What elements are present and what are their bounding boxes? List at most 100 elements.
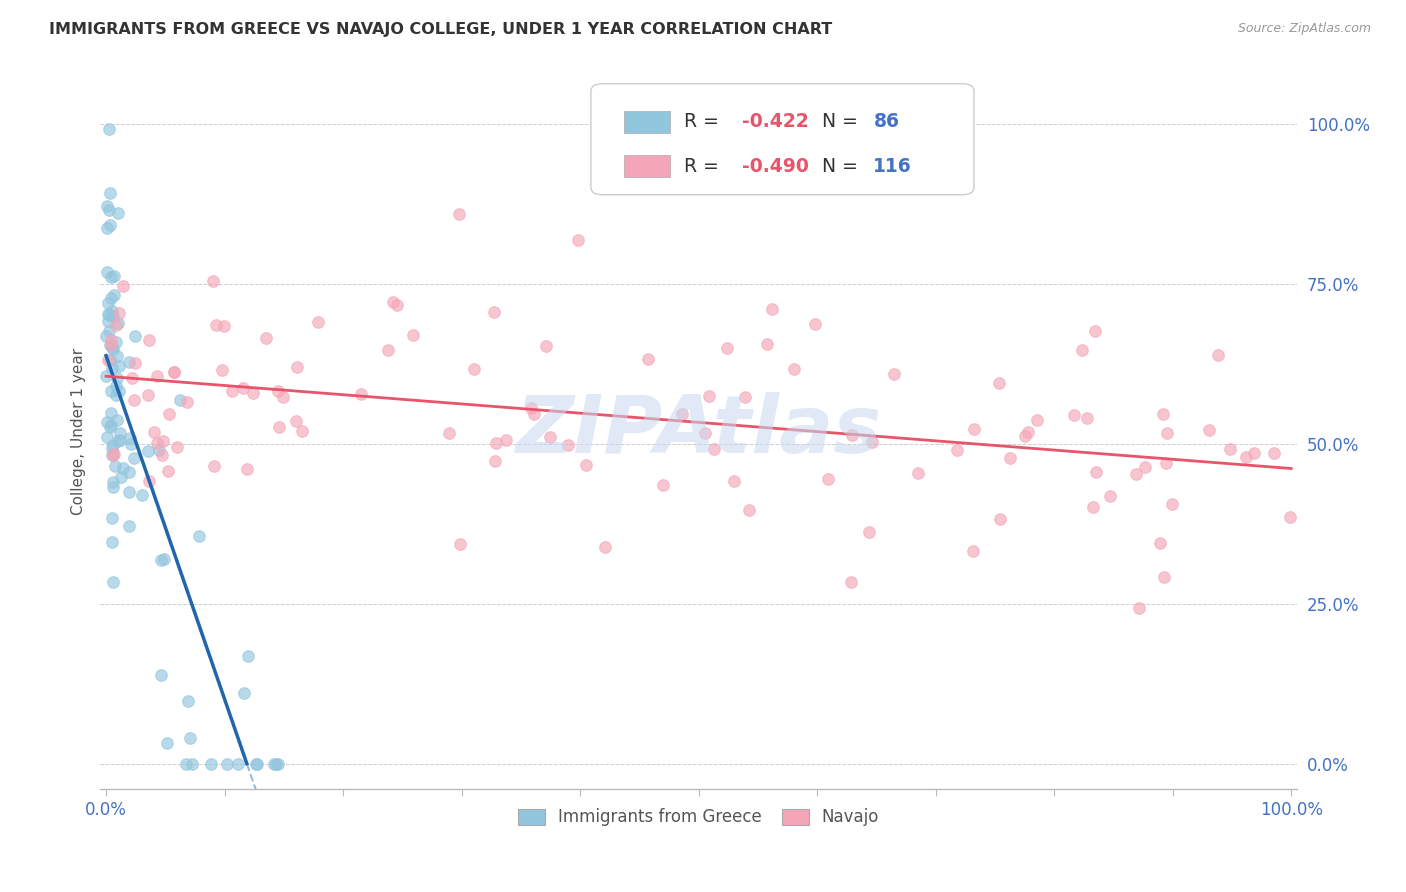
Point: [107, 206, 129, 220]
Point: [105, 388, 128, 402]
Text: IMMIGRANTS FROM GREECE VS NAVAJO COLLEGE, UNDER 1 YEAR CORRELATION CHART: IMMIGRANTS FROM GREECE VS NAVAJO COLLEGE…: [49, 22, 832, 37]
Point: [157, 407, 180, 421]
Point: [174, 756, 197, 771]
Point: [860, 434, 883, 449]
Point: [1017, 425, 1039, 439]
Point: [485, 435, 508, 450]
Point: [124, 328, 146, 343]
Y-axis label: College, Under 1 year: College, Under 1 year: [72, 348, 86, 515]
Point: [97, 314, 120, 328]
Point: [112, 279, 135, 293]
Point: [449, 537, 471, 551]
Point: [103, 288, 125, 302]
Point: [97, 296, 120, 310]
Point: [110, 470, 132, 484]
Point: [96, 199, 118, 213]
Point: [166, 440, 188, 454]
Point: [145, 368, 167, 383]
Point: [738, 503, 761, 517]
Point: [181, 756, 204, 771]
Point: [671, 407, 693, 421]
Point: [104, 335, 127, 350]
Point: [841, 428, 863, 442]
Point: [381, 295, 404, 310]
Point: [1085, 465, 1108, 479]
Point: [136, 388, 159, 402]
Point: [538, 430, 561, 444]
Point: [98, 338, 121, 352]
Point: [723, 475, 745, 489]
Point: [482, 304, 505, 318]
Legend: Immigrants from Greece, Navajo: Immigrants from Greece, Navajo: [510, 800, 887, 835]
Point: [1206, 348, 1229, 362]
Point: [349, 387, 371, 401]
Point: [567, 233, 589, 247]
Point: [1263, 446, 1285, 460]
Point: [100, 186, 122, 201]
Point: [557, 438, 579, 452]
Point: [152, 434, 174, 449]
Point: [988, 512, 1011, 526]
Point: [100, 406, 122, 420]
Point: [1026, 413, 1049, 427]
Point: [1149, 536, 1171, 550]
Point: [1152, 408, 1174, 422]
Point: [100, 270, 122, 285]
Point: [693, 426, 716, 441]
Point: [96, 369, 118, 384]
Point: [202, 274, 225, 288]
Point: [100, 419, 122, 434]
Point: [988, 376, 1011, 390]
Point: [307, 315, 329, 329]
Point: [1128, 601, 1150, 615]
Point: [131, 488, 153, 502]
Point: [204, 318, 226, 332]
Point: [169, 392, 191, 407]
Point: [267, 384, 290, 398]
Point: [100, 333, 122, 347]
Point: [254, 331, 277, 345]
Point: [1084, 324, 1107, 338]
Point: [117, 518, 139, 533]
Point: [232, 381, 254, 395]
Point: [105, 371, 128, 385]
Point: [110, 425, 132, 440]
Point: [534, 339, 557, 353]
Point: [245, 756, 267, 771]
Point: [138, 474, 160, 488]
Point: [103, 575, 125, 590]
Point: [271, 390, 294, 404]
Point: [945, 442, 967, 457]
Point: [136, 443, 159, 458]
Point: [100, 218, 122, 232]
Point: [761, 302, 783, 317]
Point: [1219, 442, 1241, 457]
Point: [138, 333, 160, 347]
Point: [1000, 450, 1022, 465]
Point: [96, 221, 118, 235]
Point: [285, 360, 308, 375]
Point: [120, 437, 142, 451]
Point: [101, 448, 124, 462]
Point: [1125, 467, 1147, 482]
Text: N =: N =: [823, 112, 863, 131]
Point: [217, 756, 239, 771]
Point: [177, 694, 200, 708]
Point: [716, 341, 738, 355]
Point: [149, 553, 172, 567]
Text: R =: R =: [685, 157, 725, 176]
Point: [377, 343, 399, 358]
Point: [143, 425, 166, 440]
Point: [148, 442, 170, 457]
Point: [637, 351, 659, 366]
Point: [1154, 457, 1177, 471]
Point: [107, 317, 129, 331]
Point: [651, 477, 673, 491]
Point: [1098, 489, 1121, 503]
Point: [1161, 497, 1184, 511]
Point: [401, 328, 423, 343]
Point: [1083, 500, 1105, 515]
Point: [1156, 425, 1178, 440]
Point: [100, 340, 122, 354]
Point: [96, 416, 118, 430]
